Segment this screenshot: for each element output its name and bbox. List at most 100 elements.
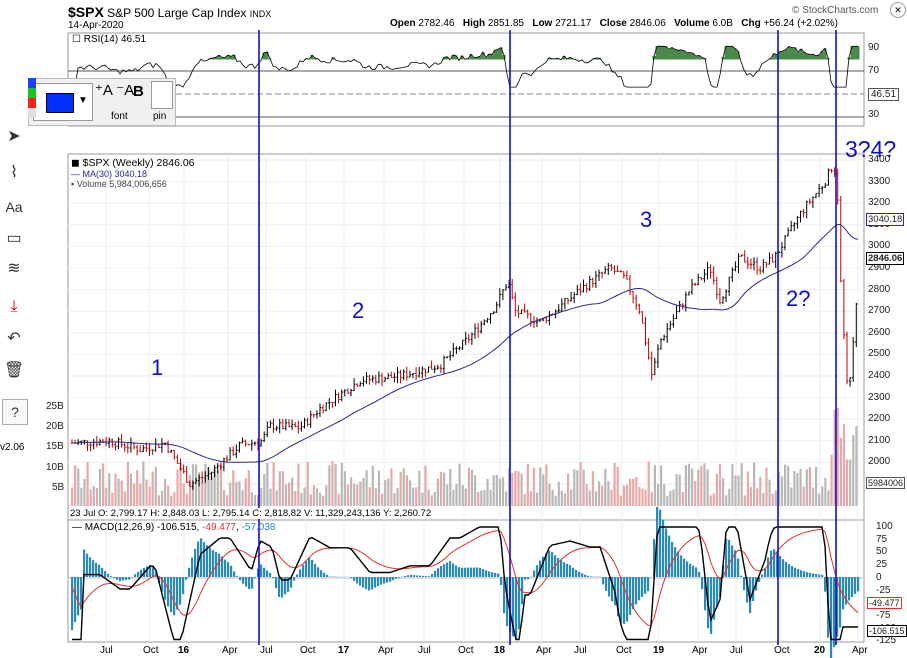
macd-histogram-bar: [638, 577, 641, 601]
macd-histogram-bar: [254, 577, 257, 578]
macd-histogram-bar: [548, 550, 551, 577]
volume-bar: [263, 474, 266, 506]
bold-button[interactable]: B: [133, 83, 144, 100]
volume-bar: [80, 487, 83, 506]
pin-button[interactable]: [151, 81, 173, 109]
volume-bar: [815, 467, 818, 506]
volume-bar: [480, 490, 483, 506]
macd-histogram-bar: [239, 577, 242, 581]
volume-bar: [136, 470, 139, 506]
volume-bar: [855, 426, 858, 506]
macd-histogram-bar: [287, 577, 290, 592]
rectangle-tool-icon[interactable]: ▭: [6, 230, 22, 247]
price-tick: 2700: [868, 305, 891, 317]
macd-histogram-bar: [731, 545, 734, 577]
rsi-tick: 30: [868, 109, 880, 120]
color-picker[interactable]: ▼: [33, 83, 93, 121]
line-tool-icon[interactable]: ⌇: [10, 164, 18, 181]
volume-bar: [415, 487, 418, 506]
macd-histogram-bar: [128, 577, 131, 580]
volume-bar: [653, 465, 656, 506]
volume-bar: [222, 490, 226, 506]
macd-histogram-bar: [299, 569, 302, 577]
volume-bar: [129, 473, 133, 506]
macd-histogram-bar: [296, 574, 299, 577]
macd-histogram-bar: [410, 574, 413, 577]
volume-bar: [501, 477, 505, 506]
volume-bar: [443, 472, 446, 506]
volume-bar: [374, 488, 377, 506]
x-axis-label: Apr: [852, 645, 868, 656]
macd-histogram-bar: [761, 574, 764, 577]
macd-histogram-bar: [560, 560, 563, 577]
volume-bar: [167, 485, 170, 506]
volume-bar: [294, 491, 297, 506]
volume-value-tag: 5984006: [866, 477, 906, 489]
volume-bar: [368, 487, 371, 506]
volume-bar: [687, 463, 691, 506]
macd-histogram-bar: [116, 577, 119, 580]
volume-bar: [412, 487, 415, 506]
macd-histogram-bar: [227, 562, 230, 577]
volume-bar: [709, 495, 712, 506]
macd-histogram-bar: [536, 565, 539, 577]
font-size-controls[interactable]: ⁺A ⁻A: [95, 81, 147, 99]
volume-bar: [464, 488, 467, 506]
volume-bar: [678, 474, 681, 506]
volume-bar: [551, 489, 554, 506]
volume-bar: [346, 484, 350, 506]
volume-bar: [579, 462, 582, 506]
price-tick: 2200: [868, 413, 891, 425]
volume-bar: [281, 471, 284, 506]
brand-logo: © StockCharts.com: [792, 5, 879, 16]
volume-bar: [656, 483, 660, 506]
volume-bar: [170, 495, 173, 506]
trash-icon[interactable]: 🗑: [3, 362, 25, 379]
volume-bar: [625, 484, 629, 506]
undo-icon[interactable]: ↶: [7, 330, 21, 347]
macd-histogram-bar: [197, 541, 200, 577]
volume-bar: [455, 484, 458, 506]
macd-histogram-bar: [437, 568, 440, 577]
macd-histogram-bar: [797, 569, 800, 577]
close-icon[interactable]: ✕: [890, 2, 906, 18]
volume-bar: [362, 477, 365, 506]
volume-bar: [604, 468, 607, 506]
macd-histogram-bar: [842, 577, 845, 610]
color-swatch: [46, 93, 74, 113]
save-icon[interactable]: ⤓: [10, 298, 18, 315]
macd-histogram-bar: [182, 577, 185, 594]
macd-histogram-bar: [155, 571, 158, 577]
fibonacci-tool-icon[interactable]: ≋: [7, 260, 21, 277]
volume-bar: [185, 493, 188, 506]
volume-bar: [98, 468, 102, 506]
x-axis-label: 18: [494, 645, 506, 656]
volume-bar: [272, 462, 275, 506]
volume-bar: [663, 484, 666, 506]
macd-histogram-bar: [728, 540, 731, 577]
macd-histogram-bar: [758, 577, 761, 582]
macd-histogram-bar: [377, 577, 380, 587]
macd-histogram-bar: [746, 577, 749, 603]
font-increase-icon[interactable]: ⁺A: [95, 82, 113, 99]
symbol: $SPX: [68, 4, 104, 20]
volume-bar: [486, 478, 489, 506]
macd-histogram-bar: [233, 571, 236, 577]
macd-histogram-bar: [485, 570, 488, 577]
pointer-icon[interactable]: ➤: [7, 128, 21, 145]
volume-bar: [430, 495, 433, 506]
volume-bar: [784, 464, 787, 506]
text-tool-icon[interactable]: Aa: [5, 199, 23, 215]
price-tick: 2400: [868, 370, 891, 381]
help-icon[interactable]: ?: [2, 399, 28, 425]
macd-histogram-bar: [119, 577, 122, 582]
macd-histogram-bar: [104, 571, 107, 577]
font-decrease-icon[interactable]: ⁻A: [116, 82, 135, 99]
volume-bar: [74, 465, 77, 506]
macd-histogram-bar: [845, 577, 848, 605]
macd-histogram-bar: [416, 575, 419, 577]
volume-bar: [182, 483, 185, 506]
macd-histogram-bar: [776, 552, 779, 577]
volume-bar: [644, 489, 647, 506]
index-name: S&P 500 Large Cap Index: [107, 6, 247, 20]
